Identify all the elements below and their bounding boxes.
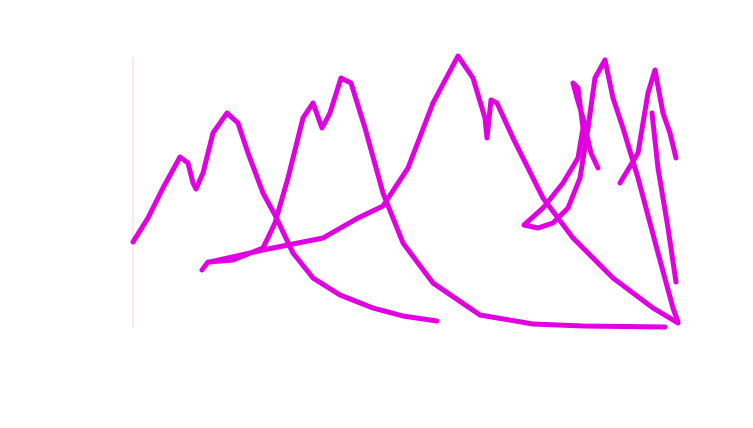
data-line <box>130 53 681 330</box>
